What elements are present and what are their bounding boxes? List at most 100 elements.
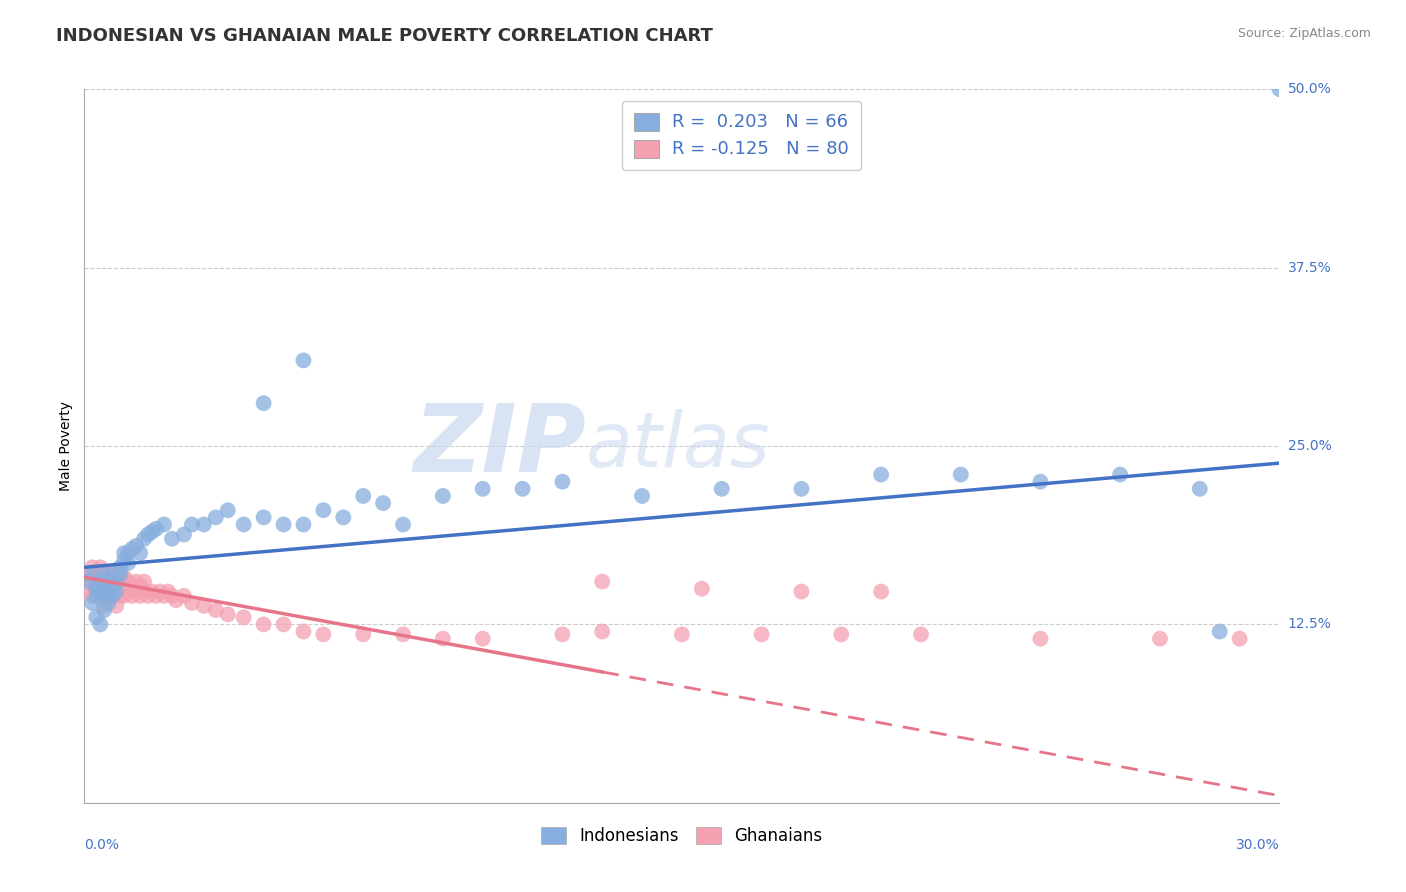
Point — [125, 539, 148, 553]
Point — [157, 584, 180, 599]
Point — [512, 482, 534, 496]
Point — [129, 589, 152, 603]
Point — [232, 610, 254, 624]
Point — [89, 574, 111, 589]
Text: 37.5%: 37.5% — [1288, 260, 1331, 275]
Point — [82, 589, 104, 603]
Point — [121, 541, 143, 556]
Point — [273, 617, 295, 632]
Point — [105, 574, 128, 589]
Text: 12.5%: 12.5% — [1288, 617, 1331, 632]
Point — [89, 617, 111, 632]
Point — [870, 467, 893, 482]
Point — [1029, 632, 1052, 646]
Point — [93, 567, 115, 582]
Point — [910, 627, 932, 641]
Point — [790, 482, 813, 496]
Point — [110, 579, 132, 593]
Point — [1229, 632, 1251, 646]
Text: Source: ZipAtlas.com: Source: ZipAtlas.com — [1237, 27, 1371, 40]
Point — [352, 627, 374, 641]
Point — [751, 627, 773, 641]
Point — [253, 396, 276, 410]
Point — [165, 593, 187, 607]
Point — [125, 574, 148, 589]
Point — [292, 624, 315, 639]
Point — [125, 584, 148, 599]
Point — [117, 556, 139, 570]
Point — [141, 584, 163, 599]
Point — [373, 496, 395, 510]
Point — [205, 510, 228, 524]
Point — [112, 553, 135, 567]
Point — [101, 582, 124, 596]
Legend: Indonesians, Ghanaians: Indonesians, Ghanaians — [531, 817, 832, 855]
Point — [110, 589, 132, 603]
Point — [292, 517, 315, 532]
Point — [97, 567, 120, 582]
Point — [93, 599, 115, 613]
Point — [710, 482, 733, 496]
Text: ZIP: ZIP — [413, 400, 586, 492]
Point — [790, 584, 813, 599]
Point — [77, 574, 100, 589]
Point — [97, 574, 120, 589]
Point — [93, 589, 115, 603]
Point — [93, 589, 115, 603]
Point — [82, 574, 104, 589]
Text: 25.0%: 25.0% — [1288, 439, 1331, 453]
Point — [86, 610, 108, 624]
Text: 0.0%: 0.0% — [84, 838, 120, 853]
Point — [205, 603, 228, 617]
Text: 50.0%: 50.0% — [1288, 82, 1331, 96]
Point — [110, 560, 132, 574]
Point — [129, 579, 152, 593]
Point — [86, 565, 108, 579]
Point — [93, 584, 115, 599]
Point — [217, 607, 239, 622]
Point — [591, 624, 613, 639]
Point — [332, 510, 354, 524]
Point — [153, 589, 176, 603]
Point — [253, 617, 276, 632]
Point — [86, 570, 108, 584]
Point — [631, 489, 654, 503]
Point — [97, 584, 120, 599]
Point — [253, 510, 276, 524]
Point — [193, 517, 215, 532]
Point — [89, 589, 111, 603]
Point — [145, 589, 167, 603]
Point — [160, 589, 183, 603]
Text: atlas: atlas — [586, 409, 770, 483]
Point — [173, 527, 195, 541]
Point — [193, 599, 215, 613]
Y-axis label: Male Poverty: Male Poverty — [59, 401, 73, 491]
Point — [292, 353, 315, 368]
Point — [1188, 482, 1211, 496]
Point — [181, 517, 204, 532]
Point — [1149, 632, 1171, 646]
Point — [112, 570, 135, 584]
Point — [89, 560, 111, 574]
Point — [1268, 82, 1291, 96]
Point — [82, 567, 104, 582]
Point — [145, 522, 167, 536]
Point — [217, 503, 239, 517]
Point — [97, 574, 120, 589]
Point — [101, 574, 124, 589]
Point — [392, 627, 415, 641]
Point — [432, 632, 454, 646]
Point — [132, 532, 156, 546]
Point — [82, 596, 104, 610]
Point — [77, 584, 100, 599]
Point — [830, 627, 852, 641]
Point — [101, 589, 124, 603]
Point — [312, 503, 335, 517]
Point — [129, 546, 152, 560]
Point — [471, 482, 494, 496]
Point — [352, 489, 374, 503]
Point — [136, 527, 159, 541]
Point — [93, 574, 115, 589]
Point — [82, 560, 104, 574]
Point — [181, 596, 204, 610]
